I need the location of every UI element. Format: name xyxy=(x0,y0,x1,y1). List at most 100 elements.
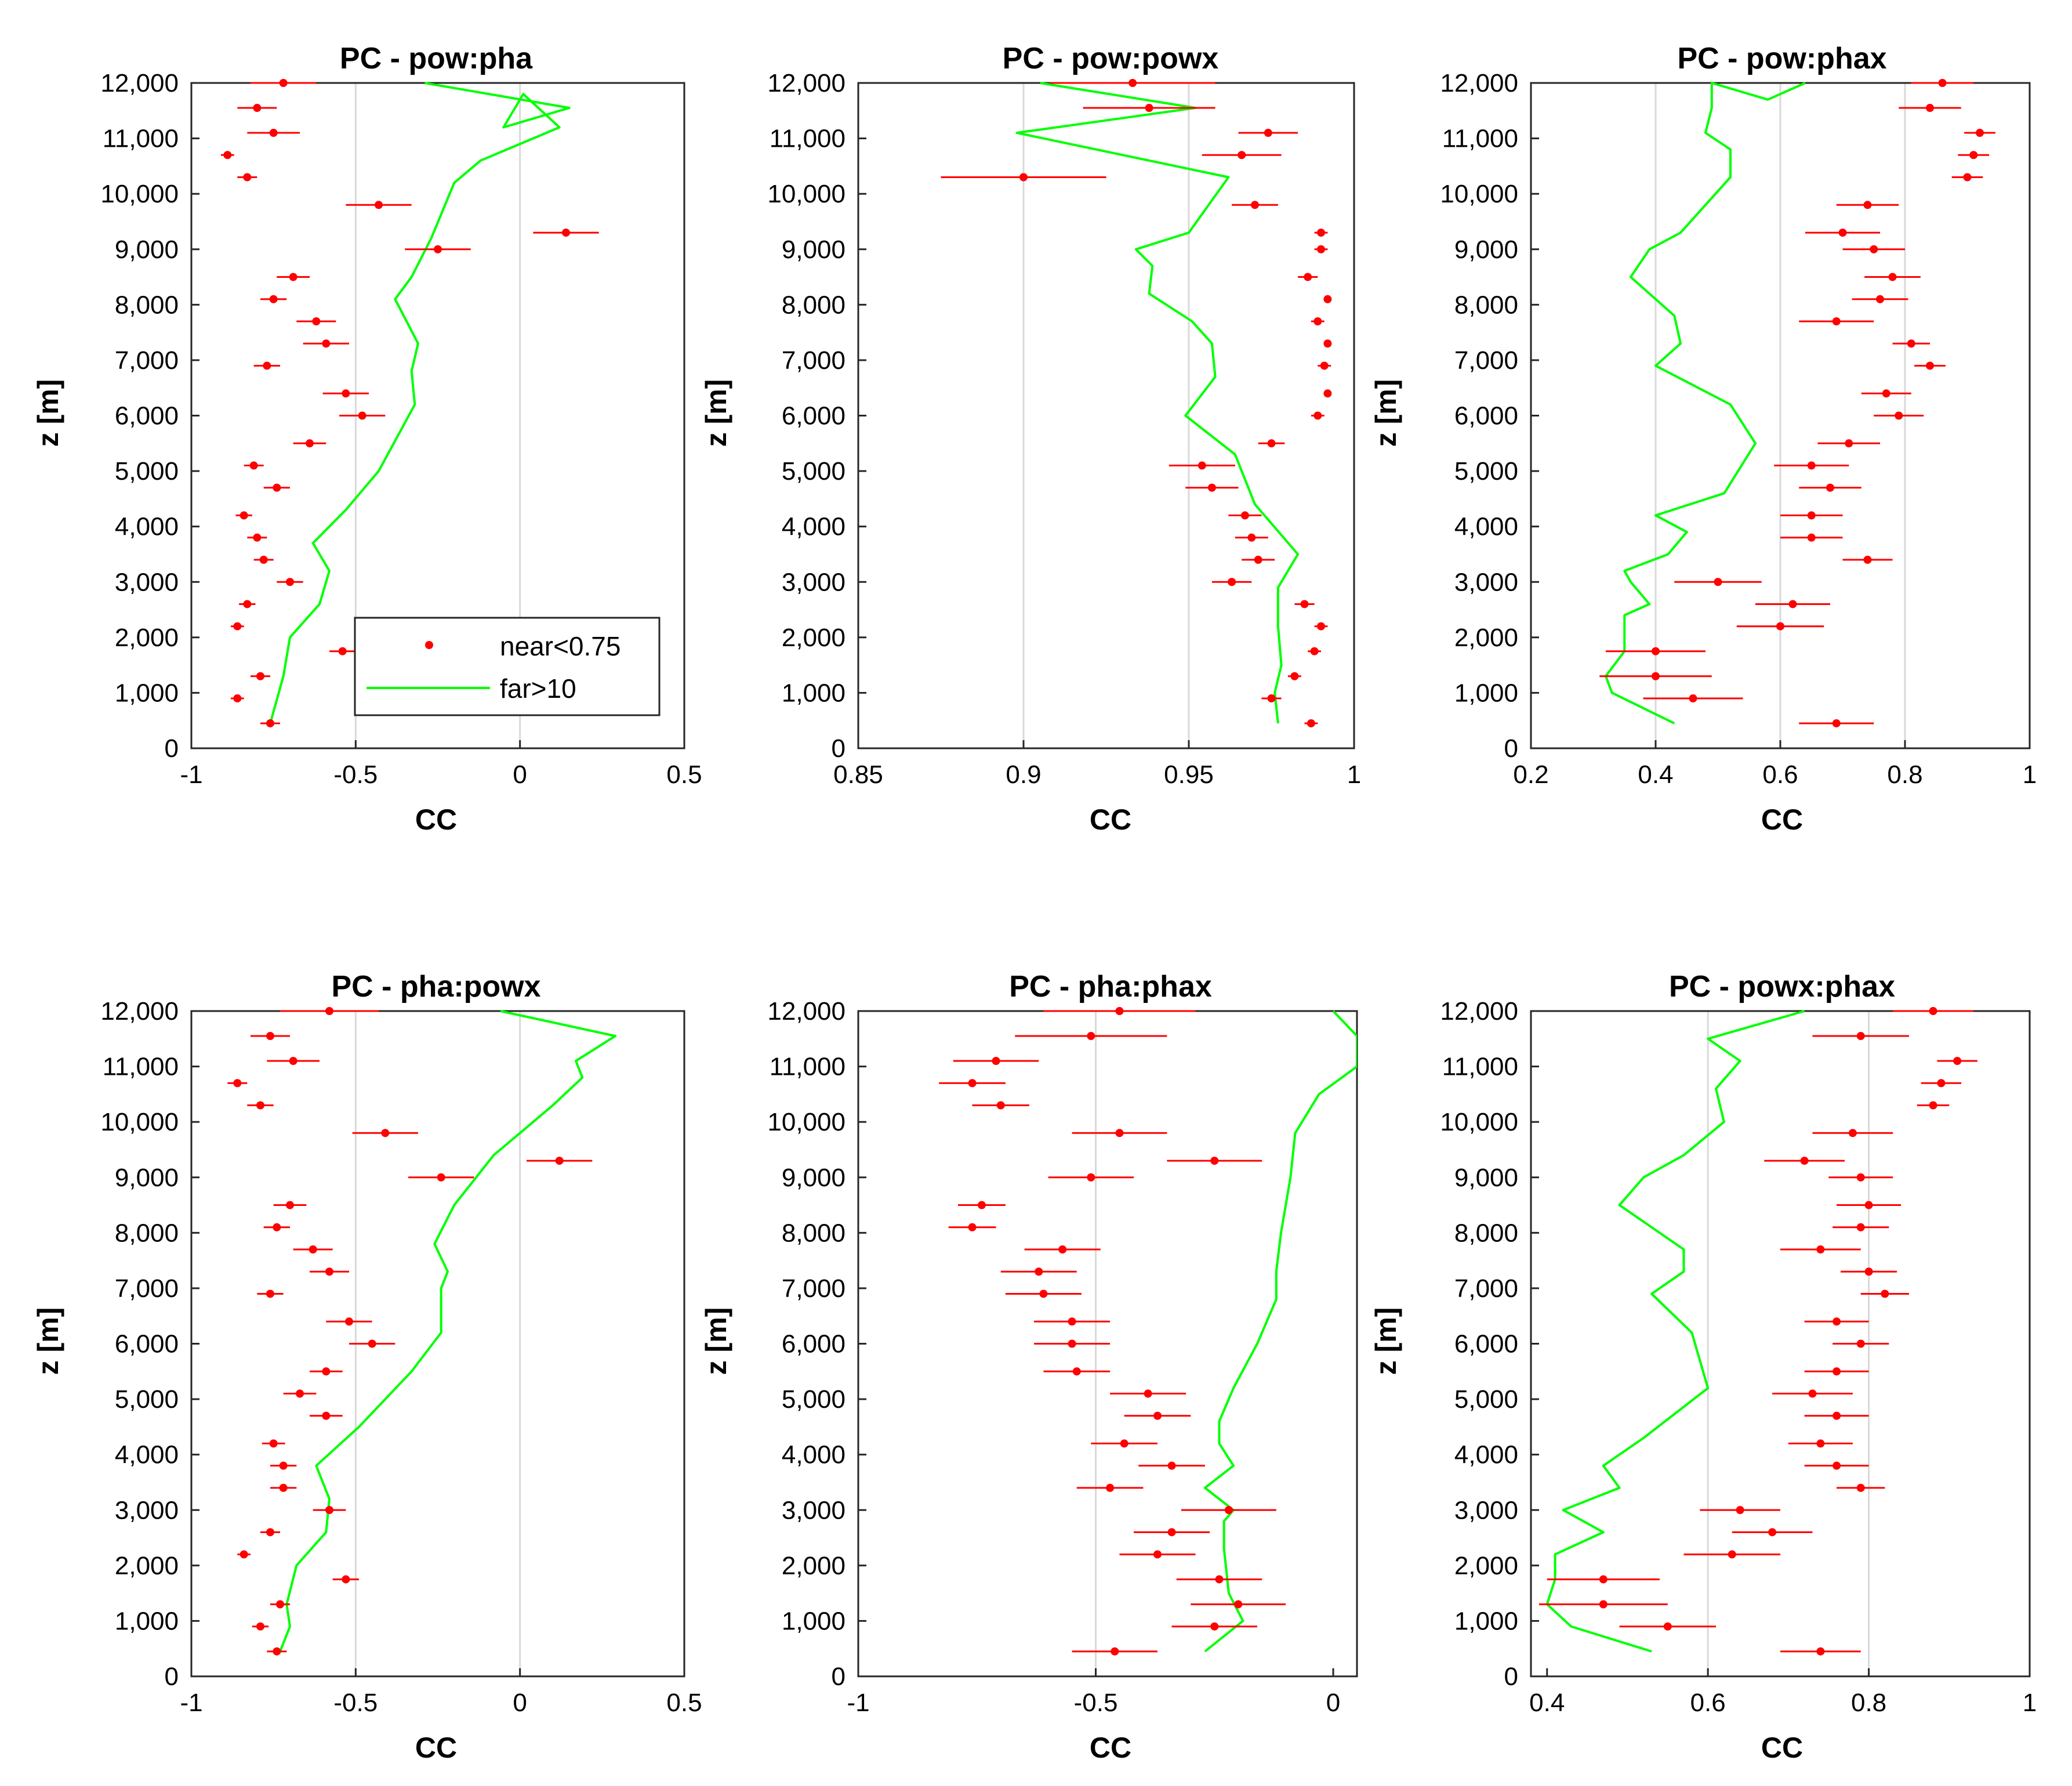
near-point xyxy=(1599,1600,1607,1609)
plot-area: 0.4 0.6 0.8 1 0 1,000 2,000 3,000 4,000 5,000 6,00… xyxy=(1440,997,2037,1717)
y-axis-label: z [m] xyxy=(32,1307,64,1375)
near-point xyxy=(279,1461,288,1470)
x-axis-label: CC xyxy=(415,803,457,836)
y-tick-label: 10,000 xyxy=(767,1108,846,1136)
near-point xyxy=(259,556,268,564)
near-point xyxy=(1224,1506,1233,1515)
y-tick-label: 11,000 xyxy=(103,125,179,153)
y-tick-label: 11,000 xyxy=(770,125,846,153)
data-layer xyxy=(227,1007,616,1655)
y-tick-label: 9,000 xyxy=(1454,1164,1518,1192)
y-tick-label: 12,000 xyxy=(100,997,179,1026)
near-point xyxy=(296,1389,304,1398)
y-tick-label: 11,000 xyxy=(1442,1053,1518,1081)
y-tick-label: 1,000 xyxy=(1454,1607,1518,1635)
y-tick-label: 7,000 xyxy=(1454,346,1518,375)
near-point xyxy=(279,1484,288,1492)
y-tick-label: 4,000 xyxy=(782,513,846,541)
y-tick-label: 2,000 xyxy=(1454,624,1518,652)
near-point xyxy=(562,229,570,237)
near-point xyxy=(1240,511,1249,520)
near-point xyxy=(233,1079,242,1088)
y-tick-label: 11,000 xyxy=(770,1053,846,1081)
near-point xyxy=(1251,201,1259,209)
y-tick-label: 9,000 xyxy=(782,1164,846,1192)
near-point xyxy=(1215,1575,1224,1584)
near-point xyxy=(1307,719,1315,727)
near-point xyxy=(1832,719,1841,727)
near-point xyxy=(273,483,281,492)
x-tick-label: 0 xyxy=(513,1689,527,1717)
y-tick-label: 3,000 xyxy=(115,568,179,596)
near-point xyxy=(1768,1528,1777,1537)
y-tick-label: 6,000 xyxy=(1454,402,1518,430)
x-tick-label: -1 xyxy=(180,760,202,789)
near-point xyxy=(1863,556,1872,564)
near-point xyxy=(342,1575,350,1584)
near-point xyxy=(1238,151,1246,160)
data-layer xyxy=(939,1007,1357,1655)
near-point xyxy=(1926,361,1934,370)
plot-area: 0.85 0.9 0.95 1 0 1,000 2,000 3,000 4,000 5,000 6,… xyxy=(767,69,1361,789)
y-tick-label: 3,000 xyxy=(1454,1496,1518,1524)
near-point xyxy=(1317,229,1325,237)
y-tick-label: 8,000 xyxy=(1454,291,1518,319)
x-tick-label: 1 xyxy=(2023,1689,2037,1717)
x-tick-label: -1 xyxy=(180,1689,202,1717)
near-point xyxy=(1290,672,1299,680)
near-point xyxy=(381,1129,390,1137)
near-point xyxy=(1111,1647,1119,1655)
y-tick-label: 5,000 xyxy=(782,1385,846,1414)
near-point xyxy=(1937,1079,1946,1088)
near-point xyxy=(309,1245,317,1254)
near-point xyxy=(1870,245,1878,253)
near-point xyxy=(1963,173,1972,182)
x-tick-label: 0.9 xyxy=(1006,760,1041,789)
y-tick-label: 2,000 xyxy=(1454,1552,1518,1580)
y-tick-label: 4,000 xyxy=(115,1441,179,1469)
y-tick-label: 4,000 xyxy=(115,513,179,541)
near-point xyxy=(1247,533,1256,542)
y-tick-label: 0 xyxy=(832,734,846,763)
near-point xyxy=(1210,1157,1219,1165)
y-tick-label: 11,000 xyxy=(103,1053,179,1081)
panel-pha-phax: PC - pha:phax CC z [m] -1 -0.5 0 0 1,000 2,00… xyxy=(700,970,1358,1764)
y-tick-label: 1,000 xyxy=(115,679,179,707)
panel-pha-powx: PC - pha:powx CC z [m] -1 -0.5 0 0.5 0 1,000 2… xyxy=(32,970,702,1764)
panel-pow-pha: PC - pow:pha CC z [m] -1 -0.5 0 0.5 0 1,000 2,… xyxy=(32,42,702,836)
near-point xyxy=(1267,694,1276,702)
y-tick-label: 8,000 xyxy=(782,1219,846,1247)
y-tick-label: 6,000 xyxy=(782,402,846,430)
near-point xyxy=(233,622,242,631)
near-point xyxy=(1938,79,1947,87)
near-point xyxy=(968,1223,977,1231)
legend-near-label: near<0.75 xyxy=(500,631,620,661)
near-point xyxy=(273,1647,281,1655)
near-point xyxy=(1788,600,1797,608)
near-point xyxy=(322,1367,331,1376)
y-tick-label: 1,000 xyxy=(782,679,846,707)
near-point xyxy=(279,79,288,87)
near-point xyxy=(1832,317,1841,326)
near-point xyxy=(223,151,232,160)
y-tick-label: 7,000 xyxy=(782,346,846,375)
near-point xyxy=(256,1101,264,1110)
near-point xyxy=(1807,533,1816,542)
x-tick-label: 0.2 xyxy=(1513,760,1548,789)
x-axis-label: CC xyxy=(1090,803,1131,836)
near-point xyxy=(273,1223,281,1231)
near-point xyxy=(1736,1506,1744,1515)
near-point xyxy=(1728,1550,1736,1559)
near-point xyxy=(306,439,314,448)
near-point xyxy=(289,1057,297,1066)
y-tick-label: 6,000 xyxy=(782,1330,846,1358)
near-point xyxy=(1320,361,1329,370)
near-point xyxy=(289,273,297,281)
near-point xyxy=(322,339,331,348)
near-point xyxy=(240,511,248,520)
near-point xyxy=(1895,411,1903,420)
panel-pow-phax: PC - pow:phax CC z [m] 0.2 0.4 0.6 0.8 1 0 1,0… xyxy=(1370,42,2037,836)
near-point xyxy=(358,411,366,420)
near-point xyxy=(1953,1057,1962,1066)
near-point xyxy=(1856,1032,1865,1041)
